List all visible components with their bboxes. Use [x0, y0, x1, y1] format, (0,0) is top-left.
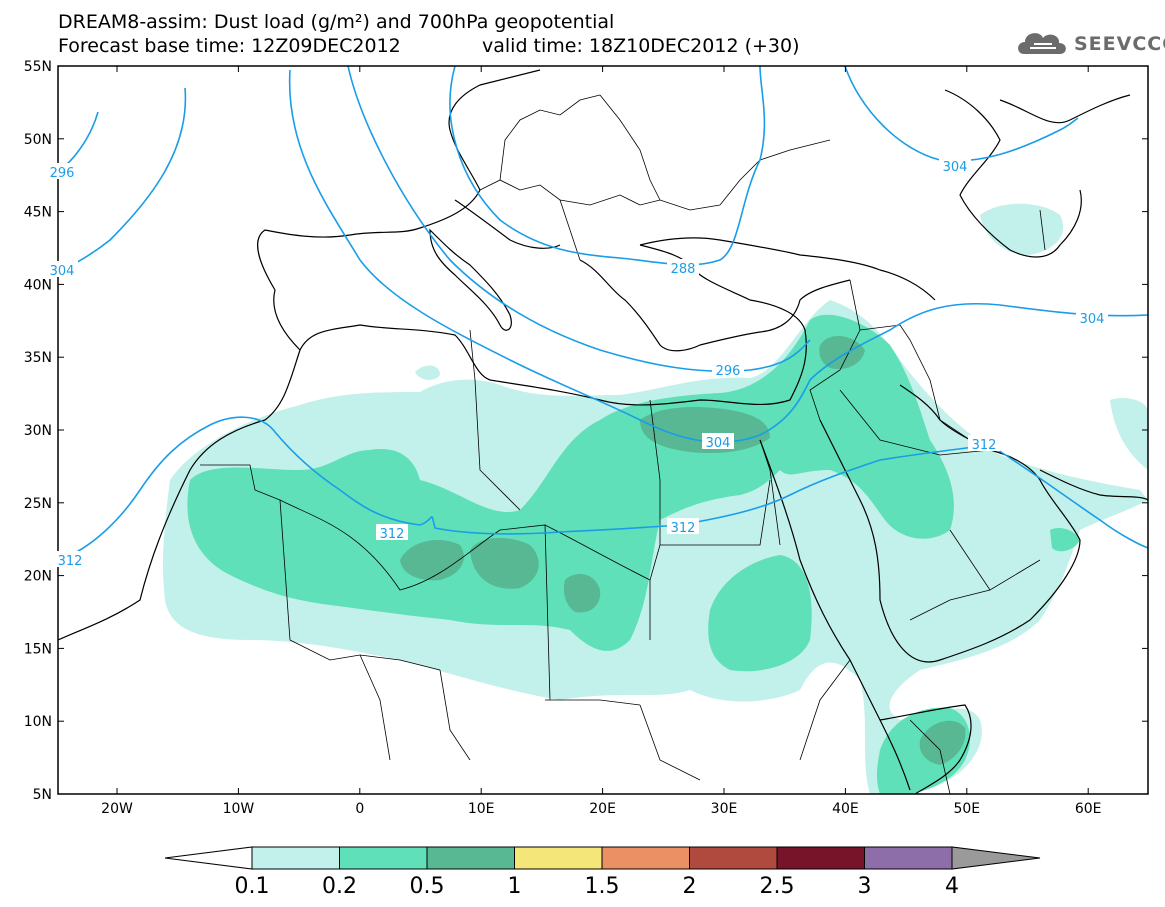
lon-label: 20W [101, 801, 133, 817]
lat-label: 40N [24, 277, 52, 293]
contour-label: 296 [46, 163, 78, 181]
contour-label: 312 [667, 518, 699, 536]
svg-text:304: 304 [706, 436, 731, 451]
lat-label: 50N [24, 132, 52, 148]
colorbar-label: 0.5 [410, 874, 445, 899]
base-time: Forecast base time: 12Z09DEC2012 [58, 35, 401, 57]
contour-label: 304 [1076, 309, 1108, 327]
colorbar-swatch [689, 846, 778, 870]
lat-label: 25N [24, 496, 52, 512]
colorbar-swatch [776, 846, 865, 870]
contour-label: 304 [46, 261, 78, 279]
svg-text:288: 288 [671, 262, 696, 277]
dust-shading-0.5 [400, 335, 966, 765]
lon-label: 10E [468, 801, 495, 817]
seevccc-logo: SEEVCCC [1016, 26, 1165, 60]
colorbar-swatch [864, 846, 953, 870]
lat-label: 15N [24, 641, 52, 657]
svg-text:312: 312 [972, 438, 997, 453]
colorbar-label: 1.5 [585, 874, 620, 899]
lat-label: 20N [24, 569, 52, 585]
lat-label: 5N [33, 787, 52, 803]
lon-label: 30E [711, 801, 738, 817]
color-bar [164, 846, 1041, 870]
colorbar-swatch [426, 846, 515, 870]
lat-label: 55N [24, 59, 52, 75]
svg-text:296: 296 [50, 166, 75, 181]
contour-label: 304 [939, 157, 971, 175]
svg-text:304: 304 [1080, 312, 1105, 327]
colorbar-low-arrow [164, 846, 253, 870]
lat-label: 10N [24, 714, 52, 730]
colorbar-swatch [251, 846, 340, 870]
contour-label: 312 [54, 551, 86, 569]
logo-text: SEEVCCC [1074, 33, 1165, 55]
contour-label: 288 [667, 259, 699, 277]
valid-time: valid time: 18Z10DEC2012 (+30) [482, 35, 800, 57]
contour-label: 312 [968, 435, 1000, 453]
colorbar-label: 2.5 [760, 874, 795, 899]
cloud-icon [1018, 33, 1066, 54]
contour-labels: 296 304 304 288 296 304 312 312 312 312 304 [46, 157, 1108, 569]
contour-label: 304 [702, 433, 734, 451]
colorbar-label: 1 [508, 874, 522, 899]
color-bar-labels: 0.1 0.2 0.5 1 1.5 2 2.5 3 4 [235, 874, 960, 899]
colorbar-label: 0.1 [235, 874, 270, 899]
lat-label: 30N [24, 423, 52, 439]
colorbar-swatch [514, 846, 603, 870]
lon-label: 0 [355, 801, 364, 817]
lon-label: 20E [589, 801, 616, 817]
contour-label: 312 [376, 524, 408, 542]
lat-label: 35N [24, 350, 52, 366]
lon-label: 40E [832, 801, 859, 817]
lon-label: 60E [1075, 801, 1102, 817]
map-title: DREAM8-assim: Dust load (g/m²) and 700hP… [58, 11, 615, 33]
latitude-labels: 55N 50N 45N 40N 35N 30N 25N 20N 15N 10N 5N [24, 59, 52, 803]
lon-label: 10W [223, 801, 255, 817]
svg-text:304: 304 [943, 160, 968, 175]
colorbar-label: 2 [683, 874, 697, 899]
colorbar-label: 3 [858, 874, 872, 899]
colorbar-label: 4 [945, 874, 959, 899]
svg-text:296: 296 [716, 364, 741, 379]
colorbar-high-arrow [951, 846, 1041, 870]
svg-text:304: 304 [50, 264, 75, 279]
contour-label: 296 [712, 361, 744, 379]
svg-text:312: 312 [671, 521, 696, 536]
axis-ticks [58, 65, 1148, 795]
colorbar-swatch [339, 846, 428, 870]
longitude-labels: 20W 10W 0 10E 20E 30E 40E 50E 60E [101, 801, 1101, 817]
svg-text:312: 312 [58, 554, 83, 569]
colorbar-label: 0.2 [322, 874, 357, 899]
svg-text:312: 312 [380, 527, 405, 542]
lon-label: 50E [953, 801, 980, 817]
lat-label: 45N [24, 205, 52, 221]
colorbar-swatch [601, 846, 690, 870]
